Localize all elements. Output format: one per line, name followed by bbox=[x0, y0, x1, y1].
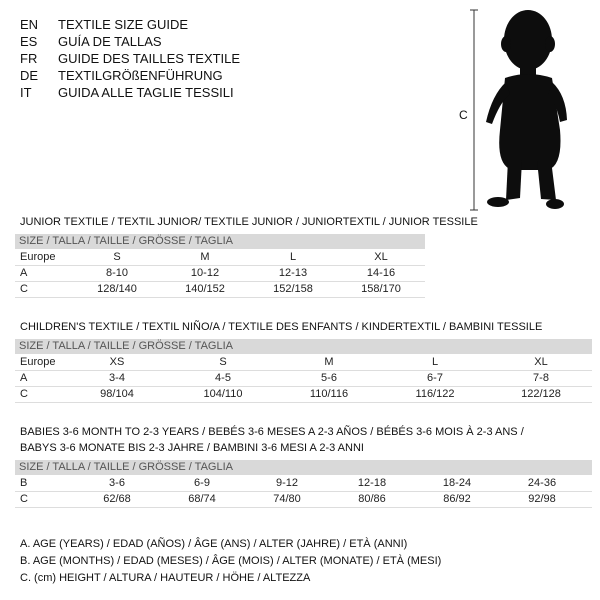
size-cell: XS bbox=[109, 356, 125, 368]
row-divider bbox=[15, 297, 425, 298]
size-cell: 152/158 bbox=[273, 283, 313, 295]
row-label: Europe bbox=[20, 251, 56, 263]
row-divider bbox=[15, 491, 592, 492]
guide-title: GUIDE DES TAILLES TEXTILE bbox=[58, 51, 241, 66]
size-cell: 122/128 bbox=[521, 388, 561, 400]
guide-title: GUÍA DE TALLAS bbox=[58, 34, 162, 49]
size-cell: XL bbox=[374, 251, 388, 263]
size-cell: 80/86 bbox=[358, 493, 386, 505]
size-cell: S bbox=[113, 251, 121, 263]
row-label: A bbox=[20, 267, 28, 279]
size-cell: 128/140 bbox=[97, 283, 137, 295]
size-cell: 116/122 bbox=[415, 388, 455, 400]
size-cell: 140/152 bbox=[185, 283, 225, 295]
row-label: C bbox=[20, 283, 28, 295]
size-cell: 12-18 bbox=[357, 477, 387, 489]
size-cell: 3-4 bbox=[109, 372, 125, 384]
row-label: C bbox=[20, 493, 28, 505]
size-cell: 10-12 bbox=[190, 267, 220, 279]
row-divider bbox=[15, 265, 425, 266]
header-text: SIZE / TALLA / TAILLE / GRÖSSE / TAGLIA bbox=[19, 235, 233, 247]
size-cell: 86/92 bbox=[443, 493, 471, 505]
guide-title: TEXTILGRÖßENFÜHRUNG bbox=[58, 68, 223, 83]
dimension-label: C bbox=[459, 108, 468, 122]
legend-line: C. (cm) HEIGHT / ALTURA / HAUTEUR / HÖHE… bbox=[20, 572, 311, 584]
size-cell: 98/104 bbox=[100, 388, 134, 400]
size-cell: M bbox=[200, 251, 210, 263]
table-header: SIZE / TALLA / TAILLE / GRÖSSE / TAGLIA bbox=[15, 460, 592, 475]
size-cell: 158/170 bbox=[361, 283, 401, 295]
size-cell: 110/116 bbox=[309, 388, 349, 400]
size-cell: 8-10 bbox=[105, 267, 129, 279]
language-code: EN bbox=[20, 17, 39, 32]
row-divider bbox=[15, 386, 592, 387]
guide-title: GUIDA ALLE TAGLIE TESSILI bbox=[58, 85, 234, 100]
size-cell: 104/110 bbox=[203, 388, 243, 400]
row-label: Europe bbox=[20, 356, 56, 368]
size-cell: 6-9 bbox=[194, 477, 210, 489]
table-header: SIZE / TALLA / TAILLE / GRÖSSE / TAGLIA bbox=[15, 339, 592, 354]
child-figure bbox=[470, 9, 567, 211]
row-divider bbox=[15, 370, 592, 371]
size-cell: 92/98 bbox=[528, 493, 556, 505]
header-text: SIZE / TALLA / TAILLE / GRÖSSE / TAGLIA bbox=[19, 461, 233, 473]
size-cell: M bbox=[324, 356, 334, 368]
section-title: BABYS 3-6 MONATE BIS 2-3 JAHRE / BAMBINI… bbox=[20, 442, 364, 454]
size-cell: 24-36 bbox=[527, 477, 557, 489]
section-title: CHILDREN'S TEXTILE / TEXTIL NIÑO/A / TEX… bbox=[20, 321, 543, 333]
header-text: SIZE / TALLA / TAILLE / GRÖSSE / TAGLIA bbox=[19, 340, 233, 352]
row-divider bbox=[15, 402, 592, 403]
size-cell: 3-6 bbox=[109, 477, 125, 489]
row-label: A bbox=[20, 372, 28, 384]
row-divider bbox=[15, 281, 425, 282]
table-header: SIZE / TALLA / TAILLE / GRÖSSE / TAGLIA bbox=[15, 234, 425, 249]
size-cell: 4-5 bbox=[215, 372, 231, 384]
size-cell: 7-8 bbox=[533, 372, 549, 384]
size-cell: 6-7 bbox=[427, 372, 443, 384]
size-cell: S bbox=[219, 356, 227, 368]
size-cell: 62/68 bbox=[103, 493, 131, 505]
section-title: BABIES 3-6 MONTH TO 2-3 YEARS / BEBÉS 3-… bbox=[20, 426, 524, 438]
language-code: FR bbox=[20, 51, 38, 66]
section-title: JUNIOR TEXTILE / TEXTIL JUNIOR/ TEXTILE … bbox=[20, 216, 478, 228]
row-label: B bbox=[20, 477, 28, 489]
size-cell: 14-16 bbox=[366, 267, 396, 279]
language-code: ES bbox=[20, 34, 38, 49]
size-cell: 5-6 bbox=[321, 372, 337, 384]
size-cell: L bbox=[289, 251, 297, 263]
row-label: C bbox=[20, 388, 28, 400]
row-divider bbox=[15, 507, 592, 508]
size-cell: 12-13 bbox=[278, 267, 308, 279]
language-code: DE bbox=[20, 68, 39, 83]
size-cell: 9-12 bbox=[275, 477, 299, 489]
size-cell: L bbox=[431, 356, 439, 368]
size-cell: 18-24 bbox=[442, 477, 472, 489]
guide-title: TEXTILE SIZE GUIDE bbox=[58, 17, 189, 32]
legend-line: A. AGE (YEARS) / EDAD (AÑOS) / ÂGE (ANS)… bbox=[20, 538, 408, 550]
size-cell: 74/80 bbox=[273, 493, 301, 505]
size-cell: 68/74 bbox=[188, 493, 216, 505]
language-code: IT bbox=[20, 85, 32, 100]
legend-line: B. AGE (MONTHS) / EDAD (MESES) / ÂGE (MO… bbox=[20, 555, 442, 567]
size-cell: XL bbox=[534, 356, 548, 368]
